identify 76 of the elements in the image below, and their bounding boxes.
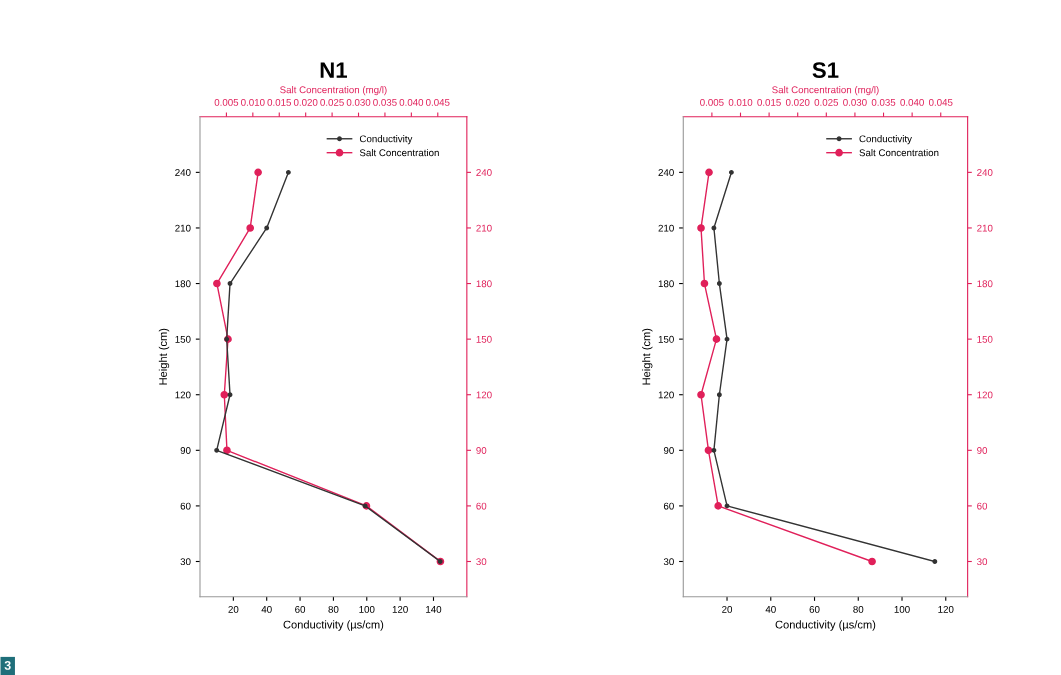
y-tick-label: 180 — [658, 280, 674, 288]
x-tick-label: 60 — [295, 605, 306, 613]
x2-tick-label: 0.015 — [757, 98, 781, 106]
y-tick-label: 210 — [175, 224, 191, 232]
y2-tick-label: 60 — [977, 502, 988, 510]
x2-tick-label: 0.040 — [900, 98, 924, 106]
x-tick-label: 100 — [894, 605, 910, 613]
y2-tick-label: 90 — [476, 447, 487, 454]
y2-tick-label: 120 — [977, 391, 993, 399]
x-tick-label: 20 — [228, 605, 239, 613]
x2-tick-label: 0.035 — [871, 98, 896, 106]
x-tick-label: 100 — [359, 605, 375, 613]
y-tick-label: 90 — [663, 447, 674, 454]
y-tick-label: 150 — [175, 335, 191, 343]
x-tick-label: 80 — [328, 605, 339, 613]
y-tick-label: 60 — [663, 502, 674, 510]
y-axis-title: Height (cm) — [642, 328, 653, 385]
x2-tick-label: 0.010 — [728, 98, 753, 106]
y2-tick-label: 210 — [977, 224, 993, 232]
x2-tick-label: 0.025 — [320, 98, 344, 106]
x2-tick-label: 0.040 — [399, 98, 424, 106]
x2-axis-title: Salt Concentration (mg/l) — [772, 86, 879, 96]
chart-title: N1 — [320, 62, 347, 78]
y2-tick-label: 180 — [476, 280, 492, 288]
x2-tick-label: 0.020 — [293, 98, 318, 106]
y2-tick-label: 240 — [977, 169, 993, 176]
x2-tick-label: 0.015 — [267, 98, 292, 106]
y-tick-label: 30 — [663, 558, 674, 566]
y-axis-title: Height (cm) — [158, 328, 170, 385]
x2-axis-title: Salt Concentration (mg/l) — [280, 86, 387, 96]
x2-tick-label: 0.030 — [843, 98, 867, 106]
y-tick-label: 150 — [658, 335, 674, 343]
x-tick-label: 20 — [722, 605, 733, 613]
x-tick-label: 40 — [765, 605, 776, 613]
y2-tick-label: 90 — [977, 447, 988, 454]
x-tick-label: 120 — [938, 605, 954, 613]
x2-tick-label: 0.045 — [425, 98, 450, 106]
y-tick-label: 120 — [175, 391, 191, 399]
x-tick-label: 80 — [853, 605, 864, 613]
x2-tick-label: 0.020 — [785, 98, 810, 106]
legend-label: Salt Concentration — [859, 149, 939, 157]
x2-tick-label: 0.005 — [214, 98, 239, 106]
y-tick-label: 30 — [180, 558, 191, 566]
chart-title: S1 — [812, 62, 839, 78]
x2-tick-label: 0.035 — [373, 98, 397, 106]
y2-tick-label: 150 — [977, 335, 993, 343]
y-tick-label: 240 — [175, 169, 191, 176]
x-axis-title: Conductivity (µs/cm) — [283, 620, 384, 631]
text: 3 — [4, 660, 11, 670]
legend-label: Salt Concentration — [359, 149, 439, 157]
x2-tick-label: 0.005 — [700, 98, 724, 106]
x-tick-label: 60 — [809, 605, 820, 613]
y2-tick-label: 120 — [476, 391, 492, 399]
x-tick-label: 120 — [392, 605, 408, 613]
y-tick-label: 210 — [658, 224, 674, 232]
y-tick-label: 90 — [180, 447, 191, 454]
y-tick-label: 180 — [175, 280, 191, 288]
y-tick-label: 240 — [658, 169, 674, 176]
x2-tick-label: 0.025 — [814, 98, 839, 106]
x2-tick-label: 0.010 — [241, 98, 265, 106]
x-axis-title: Conductivity (µs/cm) — [775, 620, 876, 631]
legend-label: Conductivity — [359, 135, 413, 145]
x-tick-label: 40 — [261, 605, 272, 613]
y2-tick-label: 240 — [476, 169, 492, 176]
y2-tick-label: 60 — [476, 502, 487, 510]
legend-label: Conductivity — [859, 135, 912, 145]
y2-tick-label: 210 — [476, 224, 492, 232]
x-tick-label: 140 — [426, 605, 442, 613]
y2-tick-label: 30 — [977, 558, 988, 566]
y-tick-label: 60 — [180, 502, 191, 510]
y-tick-label: 120 — [658, 391, 674, 399]
y2-tick-label: 30 — [476, 558, 487, 566]
x2-tick-label: 0.045 — [928, 98, 953, 106]
x2-tick-label: 0.030 — [346, 98, 371, 106]
y2-tick-label: 180 — [977, 280, 993, 288]
y2-tick-label: 150 — [476, 335, 492, 343]
